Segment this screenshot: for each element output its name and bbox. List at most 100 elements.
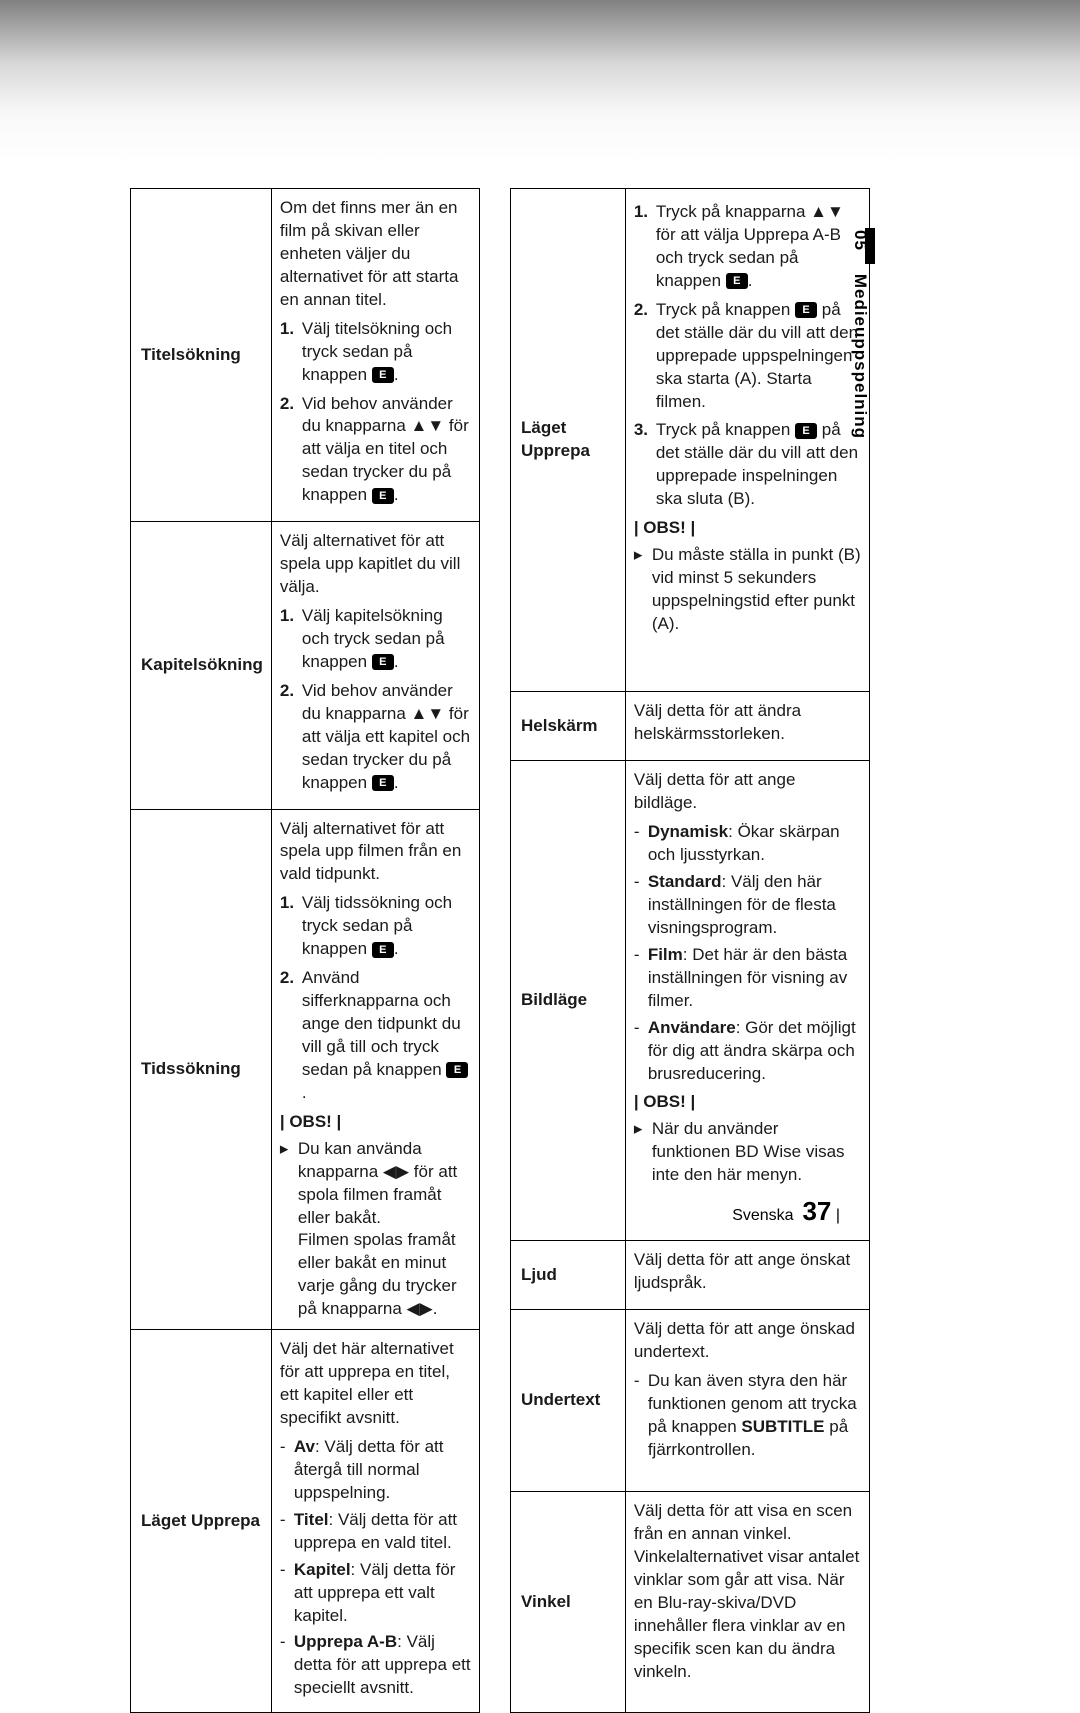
table-row: Titelsökning Om det finns mer än en film… (131, 189, 480, 522)
list-item: 1.Tryck på knapparna ▲▼ för att välja Up… (634, 201, 861, 293)
bullet-key: Titel (294, 1510, 329, 1529)
row-body: Välj detta för att ange bildläge. -Dynam… (625, 761, 869, 1241)
row-body: Välj det här alternativet för att upprep… (271, 1330, 479, 1713)
intro-text: Välj alternativet för att spela upp kapi… (280, 530, 471, 599)
step-text: Tryck på knappen (656, 300, 795, 319)
enter-icon: E (372, 775, 394, 791)
note-block: ▸När du använder funktionen BD Wise visa… (634, 1118, 861, 1187)
list-item: -Användare: Gör det möjligt för dig att … (634, 1017, 861, 1086)
row-label: Vinkel (511, 1492, 626, 1713)
bullet-list: -Av: Välj detta för att återgå till norm… (280, 1436, 471, 1700)
note-text: Du kan använda knapparna ◀▶ för att spol… (298, 1138, 471, 1322)
enter-icon: E (372, 942, 394, 958)
content-columns: Titelsökning Om det finns mer än en film… (130, 188, 870, 1713)
list-item: -Film: Det här är den bästa inställninge… (634, 944, 861, 1013)
enter-icon: E (372, 488, 394, 504)
bullet-key: Film (648, 945, 683, 964)
note-heading: | OBS! | (634, 517, 861, 540)
row-body: Om det finns mer än en film på skivan el… (271, 189, 479, 522)
footer-lang: Svenska (732, 1207, 793, 1224)
enter-icon: E (795, 423, 817, 439)
bullet-list: -Du kan även styra den här funktionen ge… (634, 1370, 861, 1462)
bullet-key: Av (294, 1437, 315, 1456)
bullet-key: Standard (648, 872, 722, 891)
row-label: Läget Upprepa (131, 1330, 272, 1713)
intro-text: Om det finns mer än en film på skivan el… (280, 197, 471, 312)
footer-page-number: 37 (802, 1196, 831, 1226)
list-item: -Upprepa A-B: Välj detta för att upprepa… (280, 1631, 471, 1700)
left-feature-table: Titelsökning Om det finns mer än en film… (130, 188, 480, 1713)
row-body: Välj alternativet för att spela upp kapi… (271, 522, 479, 809)
bullet-text: : Välj detta för att återgå till normal … (294, 1437, 444, 1502)
enter-icon: E (446, 1062, 468, 1078)
table-row: Undertext Välj detta för att ange önskad… (511, 1310, 870, 1492)
row-body: 1.Tryck på knapparna ▲▼ för att välja Up… (625, 189, 869, 692)
bullet-key: Användare (648, 1018, 736, 1037)
bullet-key: Dynamisk (648, 822, 728, 841)
enter-icon: E (726, 273, 748, 289)
table-row: Kapitelsökning Välj alternativet för att… (131, 522, 480, 809)
enter-icon: E (795, 302, 817, 318)
step-text: . (748, 271, 753, 290)
list-item: -Du kan även styra den här funktionen ge… (634, 1370, 861, 1462)
list-item: 1.Välj kapitelsökning och tryck sedan på… (280, 605, 471, 674)
list-item: -Titel: Välj detta för att upprepa en va… (280, 1509, 471, 1555)
footer-bar: | (836, 1207, 840, 1224)
row-label: Kapitelsökning (131, 522, 272, 809)
bullet-key: Kapitel (294, 1560, 351, 1579)
row-body: Välj detta för att ändra helskärmsstorle… (625, 691, 869, 760)
note-block: ▸Du måste ställa in punkt (B) vid minst … (634, 544, 861, 636)
table-row: Ljud Välj detta för att ange önskat ljud… (511, 1241, 870, 1310)
step-text: Tryck på knappen (656, 420, 795, 439)
list-item: 1.Välj tidssökning och tryck sedan på kn… (280, 892, 471, 961)
enter-icon: E (372, 367, 394, 383)
step-text: Använd sifferknapparna och ange den tidp… (302, 968, 461, 1079)
table-row: Helskärm Välj detta för att ändra helskä… (511, 691, 870, 760)
list-item: -Standard: Välj den här inställningen fö… (634, 871, 861, 940)
list-item: 3.Tryck på knappen E på det ställe där d… (634, 419, 861, 511)
right-feature-table: Läget Upprepa 1.Tryck på knapparna ▲▼ fö… (510, 188, 870, 1713)
list-item: 2.Använd sifferknapparna och ange den ti… (280, 967, 471, 1105)
table-row: Vinkel Välj detta för att visa en scen f… (511, 1492, 870, 1713)
page-header-gradient (0, 0, 1080, 160)
row-label: Ljud (511, 1241, 626, 1310)
note-text: När du använder funktionen BD Wise visas… (652, 1118, 861, 1187)
list-item: -Dynamisk: Ökar skärpan och ljusstyrkan. (634, 821, 861, 867)
list-item: 2.Vid behov använder du knapparna ▲▼ för… (280, 393, 471, 508)
row-body: Välj alternativet för att spela upp film… (271, 809, 479, 1330)
intro-text: Välj detta för att ange bildläge. (634, 769, 861, 815)
step-list: 1.Välj kapitelsökning och tryck sedan på… (280, 605, 471, 795)
bullet-key: Upprepa A-B (294, 1632, 397, 1651)
row-label: Bildläge (511, 761, 626, 1241)
subtitle-key: SUBTITLE (741, 1417, 824, 1436)
note-heading: | OBS! | (634, 1091, 861, 1114)
intro-text: Välj alternativet för att spela upp film… (280, 818, 471, 887)
step-list: 1.Tryck på knapparna ▲▼ för att välja Up… (634, 201, 861, 511)
intro-text: Välj detta för att ange önskad undertext… (634, 1318, 861, 1364)
row-body: Välj detta för att visa en scen från en … (625, 1492, 869, 1713)
note-block: ▸Du kan använda knapparna ◀▶ för att spo… (280, 1138, 471, 1322)
row-label: Helskärm (511, 691, 626, 760)
table-row: Tidssökning Välj alternativet för att sp… (131, 809, 480, 1330)
list-item: 2.Tryck på knappen E på det ställe där d… (634, 299, 861, 414)
list-item: 1.Välj titelsökning och tryck sedan på k… (280, 318, 471, 387)
list-item: -Kapitel: Välj detta för att upprepa ett… (280, 1559, 471, 1628)
row-label: Läget Upprepa (511, 189, 626, 692)
bullet-list: -Dynamisk: Ökar skärpan och ljusstyrkan.… (634, 821, 861, 1085)
row-label: Tidssökning (131, 809, 272, 1330)
list-item: 2.Vid behov använder du knapparna ▲▼ för… (280, 680, 471, 795)
step-list: 1.Välj titelsökning och tryck sedan på k… (280, 318, 471, 508)
row-body: Välj detta för att ange önskad undertext… (625, 1310, 869, 1492)
intro-text: Välj det här alternativet för att upprep… (280, 1338, 471, 1430)
list-item: -Av: Välj detta för att återgå till norm… (280, 1436, 471, 1505)
row-label: Titelsökning (131, 189, 272, 522)
note-heading: | OBS! | (280, 1111, 471, 1134)
row-body: Välj detta för att ange önskat ljudspråk… (625, 1241, 869, 1310)
step-list: 1.Välj tidssökning och tryck sedan på kn… (280, 892, 471, 1104)
enter-icon: E (372, 654, 394, 670)
table-row: Läget Upprepa Välj det här alternativet … (131, 1330, 480, 1713)
table-row: Bildläge Välj detta för att ange bildläg… (511, 761, 870, 1241)
row-label: Undertext (511, 1310, 626, 1492)
note-text: Du måste ställa in punkt (B) vid minst 5… (652, 544, 861, 636)
page-footer: Svenska 37 | (732, 1196, 840, 1227)
